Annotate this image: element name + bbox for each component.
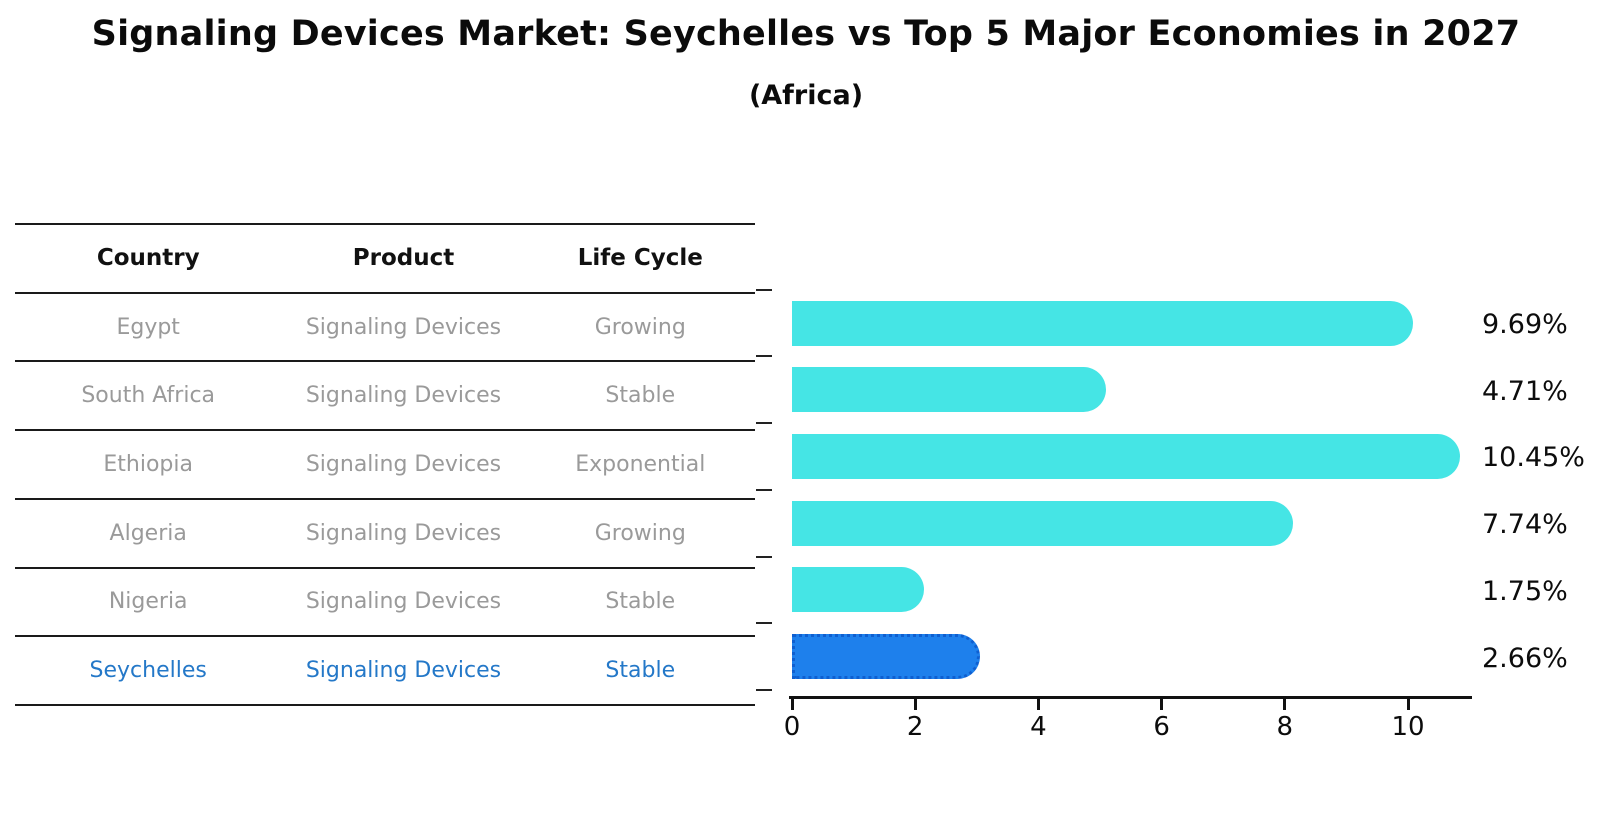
value-label: 4.71% (1482, 375, 1568, 407)
x-tick (1283, 696, 1287, 710)
table-cell-product: Signaling Devices (305, 520, 502, 546)
country-table: Country Product Life Cycle Egypt Signaling D… (15, 223, 755, 706)
table-cell-life_cycle: Growing (594, 520, 686, 546)
table-cell-country: Ethiopia (103, 451, 193, 477)
table-cell-country: Seychelles (89, 658, 207, 684)
table-cell-life_cycle: Stable (605, 658, 676, 684)
table-cell-life_cycle: Stable (605, 589, 676, 615)
bar-algeria (792, 500, 1293, 546)
table-row-nigeria: Nigeria Signaling Devices Stable (15, 569, 755, 638)
chart-title: Signaling Devices Market: Seychelles vs … (91, 14, 1521, 54)
table-row-ethiopia: Ethiopia Signaling Devices Exponential (15, 431, 755, 500)
y-tick (756, 555, 772, 558)
table-header-row: Country Product Life Cycle (15, 223, 755, 294)
table-cell-product: Signaling Devices (305, 589, 502, 615)
x-tick-label: 2 (906, 712, 924, 742)
bar-egypt (792, 300, 1413, 346)
table-cell-product: Signaling Devices (305, 451, 502, 477)
x-tick (1406, 696, 1410, 710)
x-tick-label: 8 (1276, 712, 1294, 742)
bar-ethiopia (792, 433, 1460, 479)
x-tick-label: 6 (1153, 712, 1170, 742)
table-row-seychelles: Seychelles Signaling Devices Stable (15, 637, 755, 706)
value-label: 9.69% (1482, 309, 1568, 341)
x-tick (1036, 696, 1040, 710)
table-cell-life_cycle: Growing (594, 314, 686, 340)
x-tick (790, 696, 794, 710)
table-header-life-cycle: Life Cycle (577, 245, 703, 272)
bar-south-africa (792, 367, 1107, 413)
x-tick-label: 0 (783, 712, 801, 742)
table-cell-life_cycle: Exponential (575, 451, 706, 477)
value-label: 1.75% (1482, 575, 1568, 607)
table-cell-product: Signaling Devices (305, 658, 502, 684)
y-tick (756, 688, 772, 691)
table-header-country: Country (96, 245, 200, 272)
x-tick (913, 696, 917, 710)
value-label: 7.74% (1482, 509, 1568, 541)
table-cell-country: South Africa (81, 383, 216, 409)
table-header-product: Product (352, 245, 455, 272)
table-cell-life_cycle: Stable (605, 383, 676, 409)
table-row-algeria: Algeria Signaling Devices Growing (15, 500, 755, 569)
value-label: 10.45% (1482, 442, 1585, 474)
bar-seychelles (792, 634, 980, 680)
table-cell-product: Signaling Devices (305, 383, 502, 409)
y-tick (756, 355, 772, 358)
bar-nigeria (792, 567, 924, 613)
table-row-south-africa: South Africa Signaling Devices Stable (15, 362, 755, 432)
table-cell-country: Algeria (109, 520, 187, 546)
table-cell-product: Signaling Devices (305, 314, 502, 340)
x-axis (789, 696, 1472, 699)
value-label: 2.66% (1482, 642, 1568, 674)
x-tick-label: 10 (1391, 712, 1425, 742)
y-tick (756, 622, 772, 625)
y-tick (756, 288, 772, 291)
table-cell-country: Egypt (116, 314, 180, 340)
table-cell-country: Nigeria (108, 589, 188, 615)
chart-subtitle: (Africa) (748, 80, 864, 111)
y-tick (756, 422, 772, 425)
table-row-egypt: Egypt Signaling Devices Growing (15, 294, 755, 363)
x-tick-label: 4 (1030, 712, 1047, 742)
y-tick (756, 488, 772, 491)
x-tick (1160, 696, 1164, 710)
